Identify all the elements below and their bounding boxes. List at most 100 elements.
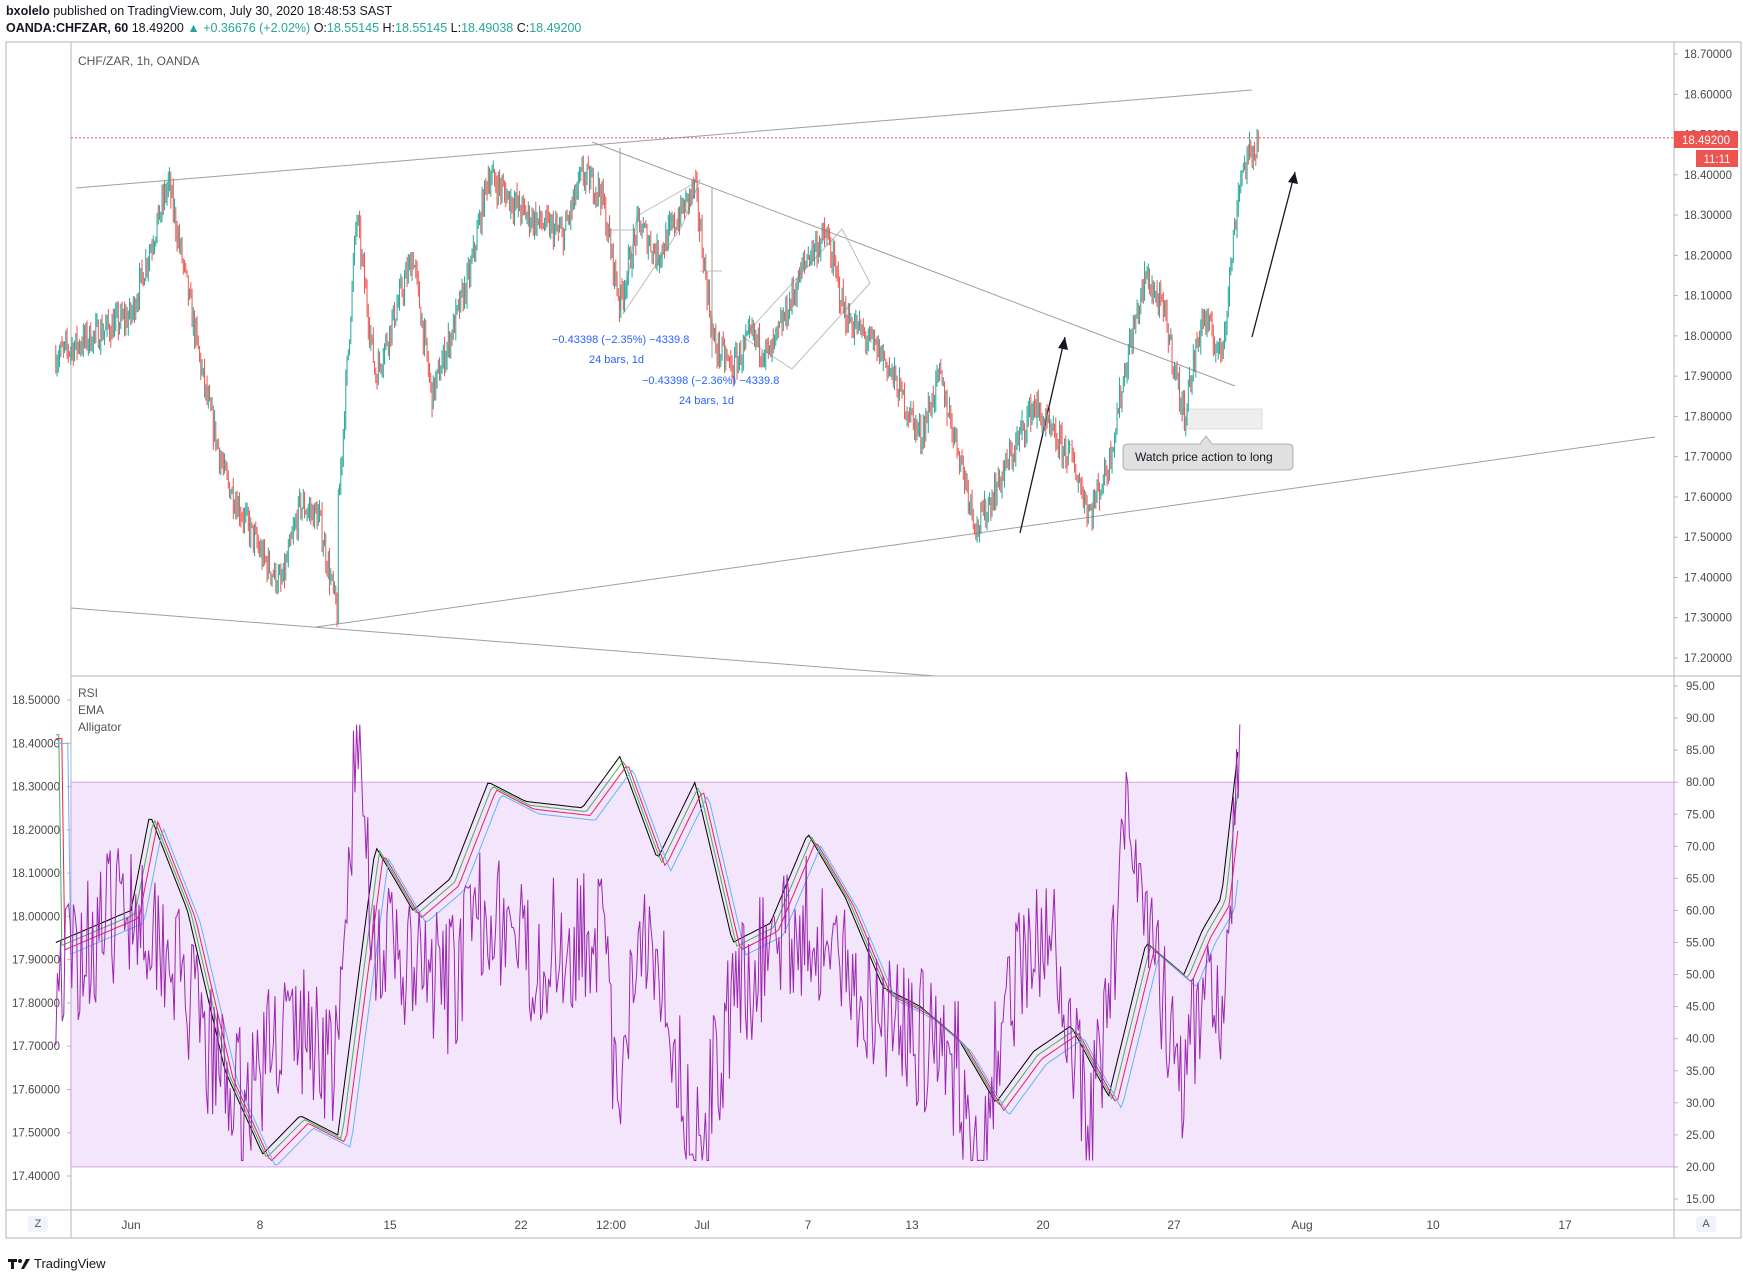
countdown-badge-bg bbox=[1696, 150, 1738, 167]
measure-label-2a: −0.43398 (−2.36%) −4339.8 bbox=[642, 375, 779, 387]
time-tick-label: 10 bbox=[1426, 1218, 1440, 1232]
brand-name: TradingView bbox=[34, 1256, 106, 1271]
callout[interactable]: Watch price action to long bbox=[1122, 435, 1294, 471]
drawings[interactable] bbox=[70, 89, 1656, 677]
time-tick-label: Aug bbox=[1291, 1218, 1312, 1232]
price-tick-label: 18.00000 bbox=[1684, 331, 1732, 343]
price-badge-text: 18.49200 bbox=[1682, 135, 1730, 147]
measure-label-1b: 24 bars, 1d bbox=[589, 354, 644, 366]
price-badge: 18.49200 11:11 bbox=[1674, 131, 1738, 167]
rsi-tick-label: 80.00 bbox=[1686, 777, 1715, 789]
time-axis[interactable]: Jun 8 15 22 12:00 Jul 7 13 20 27 Aug 10 17 bbox=[121, 1218, 1572, 1232]
lower-outer-line[interactable] bbox=[70, 607, 936, 677]
callout-text: Watch price action to long bbox=[1135, 450, 1273, 464]
ohlc-high: 18.55145 bbox=[395, 21, 448, 35]
rsi-tick-label: 45.00 bbox=[1686, 1002, 1715, 1014]
rsi-tick-label: 75.00 bbox=[1686, 809, 1715, 821]
legend-rsi[interactable]: RSI bbox=[78, 686, 98, 700]
alligator-lips bbox=[55, 734, 1239, 1157]
chart-frame bbox=[5, 41, 1742, 1239]
time-tick-label: 15 bbox=[383, 1218, 397, 1232]
rsi-polyline bbox=[55, 724, 1241, 1161]
ema-line bbox=[55, 752, 1239, 1155]
left-tick-label: 17.70000 bbox=[12, 1041, 60, 1053]
time-tick-label: 7 bbox=[805, 1218, 812, 1232]
arrow-up-2[interactable] bbox=[1251, 171, 1296, 338]
price-tick-label: 17.70000 bbox=[1684, 452, 1732, 464]
ohlc-o-label: O: bbox=[313, 21, 327, 35]
zoom-button[interactable]: Z bbox=[28, 1216, 48, 1232]
legend-alligator[interactable]: Alligator bbox=[78, 720, 121, 734]
flag-channel-2[interactable] bbox=[742, 228, 871, 370]
rsi-tick-label: 85.00 bbox=[1686, 745, 1715, 757]
rsi-tick-label: 90.00 bbox=[1686, 713, 1715, 725]
price-axis[interactable]: 18.7000018.6000018.5000018.4000018.30000… bbox=[1674, 49, 1732, 665]
rsi-tick-label: 50.00 bbox=[1686, 970, 1715, 982]
alligator-teeth bbox=[55, 738, 1239, 1162]
arrow-up-1[interactable] bbox=[1019, 336, 1066, 534]
price-tick-label: 17.40000 bbox=[1684, 572, 1732, 584]
candles bbox=[55, 128, 1259, 627]
rsi-tick-label: 35.00 bbox=[1686, 1066, 1715, 1078]
left-tick-label: 18.50000 bbox=[12, 695, 60, 707]
price-badge-bg bbox=[1674, 131, 1738, 148]
main-pane-title: CHF/ZAR, 1h, OANDA bbox=[78, 54, 199, 68]
left-tick-label: 17.90000 bbox=[12, 955, 60, 967]
rsi-line bbox=[55, 724, 1241, 1161]
ohlc-low: 18.49038 bbox=[461, 21, 514, 35]
countdown-badge-text: 11:11 bbox=[1703, 154, 1730, 166]
time-tick-label: 12:00 bbox=[596, 1218, 626, 1232]
highlight-zone[interactable] bbox=[1182, 408, 1263, 430]
upper-trendline[interactable] bbox=[75, 89, 1253, 189]
author-name[interactable]: bxolelo bbox=[6, 4, 50, 18]
lower-trendline[interactable] bbox=[315, 436, 1656, 628]
left-tick-label: 17.50000 bbox=[12, 1128, 60, 1140]
price-tick-label: 18.20000 bbox=[1684, 250, 1732, 262]
measure-label-2b: 24 bars, 1d bbox=[679, 395, 734, 407]
left-tick-label: 18.30000 bbox=[12, 782, 60, 794]
price-tick-label: 18.70000 bbox=[1684, 49, 1732, 61]
rsi-tick-label: 95.00 bbox=[1686, 681, 1715, 693]
flag-channel-1[interactable] bbox=[622, 178, 701, 315]
time-tick-label: 22 bbox=[514, 1218, 528, 1232]
auto-scale-button[interactable]: A bbox=[1696, 1216, 1716, 1232]
symbol-label[interactable]: OANDA:CHFZAR, 60 bbox=[6, 21, 129, 35]
rsi-tick-label: 70.00 bbox=[1686, 841, 1715, 853]
time-tick-label: Jul bbox=[694, 1218, 709, 1232]
rsi-axis[interactable]: 95.00 90.00 85.00 80.00 75.00 70.00 65.00 60.00… bbox=[1674, 681, 1715, 1206]
left-tick-label: 18.20000 bbox=[12, 825, 60, 837]
left-tick-label: 17.40000 bbox=[12, 1171, 60, 1183]
footer-logo[interactable]: TradingView bbox=[8, 1256, 106, 1271]
arrow-head-1 bbox=[1058, 337, 1068, 350]
ohlc-close: 18.49200 bbox=[529, 21, 582, 35]
arrow-head-2 bbox=[1288, 172, 1298, 184]
descending-trendline[interactable] bbox=[591, 141, 1236, 387]
rsi-tick-label: 40.00 bbox=[1686, 1034, 1715, 1046]
time-tick-label: 13 bbox=[905, 1218, 919, 1232]
callout-bubble bbox=[1122, 435, 1294, 471]
rsi-tick-label: 60.00 bbox=[1686, 905, 1715, 917]
symbol-info: OANDA:CHFZAR, 60 18.49200 ▲ +0.36676 (+2… bbox=[6, 21, 581, 35]
rsi-tick-label: 65.00 bbox=[1686, 873, 1715, 885]
price-tick-label: 18.10000 bbox=[1684, 291, 1732, 303]
time-tick-label: 17 bbox=[1558, 1218, 1572, 1232]
rsi-tick-label: 25.00 bbox=[1686, 1130, 1715, 1142]
price-tick-label: 17.90000 bbox=[1684, 371, 1732, 383]
tradingview-logo-icon bbox=[8, 1258, 30, 1269]
price-tick-label: 17.80000 bbox=[1684, 411, 1732, 423]
measure-label-1a: −0.43398 (−2.35%) −4339.8 bbox=[552, 334, 689, 346]
price-tick-label: 17.30000 bbox=[1684, 613, 1732, 625]
rsi-band bbox=[70, 781, 1675, 1168]
publish-info: bxolelo published on TradingView.com, Ju… bbox=[6, 4, 392, 18]
price-tick-label: 18.40000 bbox=[1684, 170, 1732, 182]
left-tick-label: 17.80000 bbox=[12, 998, 60, 1010]
price-change: ▲ +0.36676 (+2.02%) bbox=[187, 21, 311, 35]
price-tick-label: 18.60000 bbox=[1684, 89, 1732, 101]
legend-ema[interactable]: EMA bbox=[78, 703, 104, 717]
time-tick-label: 8 bbox=[257, 1218, 264, 1232]
publish-text: published on TradingView.com, July 30, 2… bbox=[53, 4, 393, 18]
left-price-axis: 18.50000 18.40000 18.30000 18.20000 18.10000… bbox=[12, 695, 71, 1183]
rsi-tick-label: 15.00 bbox=[1686, 1194, 1715, 1206]
rsi-tick-label: 20.00 bbox=[1686, 1162, 1715, 1174]
